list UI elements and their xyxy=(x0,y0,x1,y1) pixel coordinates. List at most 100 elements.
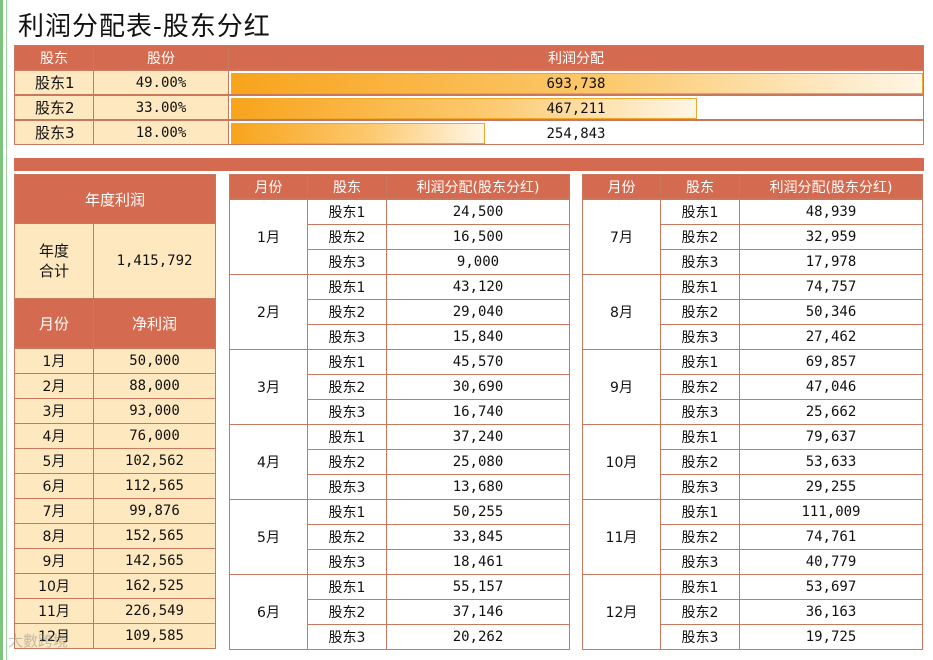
detail-shareholder-cell[interactable]: 股东1 xyxy=(660,199,740,225)
detail-dividend-cell[interactable]: 19,725 xyxy=(739,624,923,650)
month-cell[interactable]: 3月 xyxy=(14,398,94,424)
net-profit-cell[interactable]: 142,565 xyxy=(93,548,216,574)
detail-shareholder-cell[interactable]: 股东2 xyxy=(307,374,387,400)
annual-total-value[interactable]: 1,415,792 xyxy=(93,223,216,299)
profit-bar-cell[interactable]: 254,843 xyxy=(228,120,924,145)
detail-dividend-cell[interactable]: 74,761 xyxy=(739,524,923,550)
detail-header-dividend[interactable]: 利润分配(股东分红) xyxy=(386,174,570,199)
detail-header-month[interactable]: 月份 xyxy=(582,174,661,199)
detail-header-shareholder[interactable]: 股东 xyxy=(307,174,387,199)
detail-dividend-cell[interactable]: 9,000 xyxy=(386,249,570,275)
detail-dividend-cell[interactable]: 45,570 xyxy=(386,349,570,375)
detail-shareholder-cell[interactable]: 股东3 xyxy=(307,249,387,275)
net-profit-cell[interactable]: 76,000 xyxy=(93,423,216,449)
net-profit-cell[interactable]: 109,585 xyxy=(93,623,216,649)
detail-dividend-cell[interactable]: 48,939 xyxy=(739,199,923,225)
detail-shareholder-cell[interactable]: 股东3 xyxy=(660,474,740,500)
detail-shareholder-cell[interactable]: 股东1 xyxy=(307,574,387,600)
detail-dividend-cell[interactable]: 20,262 xyxy=(386,624,570,650)
month-cell[interactable]: 5月 xyxy=(14,448,94,474)
detail-shareholder-cell[interactable]: 股东1 xyxy=(307,274,387,300)
detail-shareholder-cell[interactable]: 股东3 xyxy=(307,624,387,650)
detail-dividend-cell[interactable]: 25,662 xyxy=(739,399,923,425)
detail-dividend-cell[interactable]: 16,500 xyxy=(386,224,570,250)
detail-shareholder-cell[interactable]: 股东2 xyxy=(307,599,387,625)
month-cell[interactable]: 12月 xyxy=(14,623,94,649)
detail-shareholder-cell[interactable]: 股东2 xyxy=(660,224,740,250)
detail-shareholder-cell[interactable]: 股东1 xyxy=(307,349,387,375)
detail-shareholder-cell[interactable]: 股东3 xyxy=(660,249,740,275)
detail-dividend-cell[interactable]: 33,845 xyxy=(386,524,570,550)
detail-dividend-cell[interactable]: 27,462 xyxy=(739,324,923,350)
month-cell[interactable]: 6月 xyxy=(14,473,94,499)
net-profit-cell[interactable]: 50,000 xyxy=(93,348,216,374)
detail-shareholder-cell[interactable]: 股东1 xyxy=(307,499,387,525)
detail-dividend-cell[interactable]: 40,779 xyxy=(739,549,923,575)
share-percent-cell[interactable]: 33.00% xyxy=(93,95,229,120)
month-cell[interactable]: 1月 xyxy=(14,348,94,374)
detail-dividend-cell[interactable]: 50,346 xyxy=(739,299,923,325)
detail-shareholder-cell[interactable]: 股东2 xyxy=(307,299,387,325)
detail-dividend-cell[interactable]: 37,146 xyxy=(386,599,570,625)
month-cell[interactable]: 4月 xyxy=(14,423,94,449)
net-profit-cell[interactable]: 99,876 xyxy=(93,498,216,524)
detail-month-cell[interactable]: 8月 xyxy=(582,274,661,350)
month-cell[interactable]: 9月 xyxy=(14,548,94,574)
detail-dividend-cell[interactable]: 29,255 xyxy=(739,474,923,500)
share-percent-cell[interactable]: 49.00% xyxy=(93,70,229,95)
detail-dividend-cell[interactable]: 36,163 xyxy=(739,599,923,625)
month-cell[interactable]: 7月 xyxy=(14,498,94,524)
detail-dividend-cell[interactable]: 111,009 xyxy=(739,499,923,525)
month-cell[interactable]: 8月 xyxy=(14,523,94,549)
detail-month-cell[interactable]: 11月 xyxy=(582,499,661,575)
annual-profit-header[interactable]: 年度利润 xyxy=(14,174,216,224)
detail-shareholder-cell[interactable]: 股东1 xyxy=(307,424,387,450)
detail-shareholder-cell[interactable]: 股东3 xyxy=(660,624,740,650)
detail-month-cell[interactable]: 10月 xyxy=(582,424,661,500)
detail-dividend-cell[interactable]: 55,157 xyxy=(386,574,570,600)
detail-dividend-cell[interactable]: 15,840 xyxy=(386,324,570,350)
detail-dividend-cell[interactable]: 24,500 xyxy=(386,199,570,225)
detail-shareholder-cell[interactable]: 股东2 xyxy=(307,224,387,250)
month-column-header[interactable]: 月份 xyxy=(14,298,94,348)
detail-shareholder-cell[interactable]: 股东1 xyxy=(660,499,740,525)
detail-shareholder-cell[interactable]: 股东3 xyxy=(660,324,740,350)
detail-dividend-cell[interactable]: 30,690 xyxy=(386,374,570,400)
detail-month-cell[interactable]: 3月 xyxy=(229,349,308,425)
detail-shareholder-cell[interactable]: 股东3 xyxy=(307,324,387,350)
detail-dividend-cell[interactable]: 25,080 xyxy=(386,449,570,475)
detail-shareholder-cell[interactable]: 股东2 xyxy=(660,299,740,325)
detail-shareholder-cell[interactable]: 股东3 xyxy=(307,549,387,575)
detail-shareholder-cell[interactable]: 股东2 xyxy=(660,374,740,400)
detail-month-cell[interactable]: 9月 xyxy=(582,349,661,425)
detail-dividend-cell[interactable]: 16,740 xyxy=(386,399,570,425)
net-profit-cell[interactable]: 102,562 xyxy=(93,448,216,474)
net-profit-cell[interactable]: 162,525 xyxy=(93,573,216,599)
detail-dividend-cell[interactable]: 69,857 xyxy=(739,349,923,375)
detail-header-shareholder[interactable]: 股东 xyxy=(660,174,740,199)
detail-dividend-cell[interactable]: 50,255 xyxy=(386,499,570,525)
profit-bar-cell[interactable]: 693,738 xyxy=(228,70,924,95)
detail-dividend-cell[interactable]: 13,680 xyxy=(386,474,570,500)
detail-month-cell[interactable]: 7月 xyxy=(582,199,661,275)
detail-dividend-cell[interactable]: 43,120 xyxy=(386,274,570,300)
summary-header-share[interactable]: 股份 xyxy=(93,45,229,70)
detail-shareholder-cell[interactable]: 股东3 xyxy=(307,474,387,500)
net-profit-cell[interactable]: 226,549 xyxy=(93,598,216,624)
detail-month-cell[interactable]: 1月 xyxy=(229,199,308,275)
annual-total-label[interactable]: 年度 合计 xyxy=(14,223,94,299)
detail-header-month[interactable]: 月份 xyxy=(229,174,308,199)
detail-dividend-cell[interactable]: 37,240 xyxy=(386,424,570,450)
month-cell[interactable]: 11月 xyxy=(14,598,94,624)
detail-shareholder-cell[interactable]: 股东3 xyxy=(660,399,740,425)
detail-month-cell[interactable]: 2月 xyxy=(229,274,308,350)
detail-shareholder-cell[interactable]: 股东1 xyxy=(307,199,387,225)
detail-dividend-cell[interactable]: 79,637 xyxy=(739,424,923,450)
detail-dividend-cell[interactable]: 74,757 xyxy=(739,274,923,300)
detail-dividend-cell[interactable]: 17,978 xyxy=(739,249,923,275)
summary-header-shareholder[interactable]: 股东 xyxy=(14,45,94,70)
detail-dividend-cell[interactable]: 53,633 xyxy=(739,449,923,475)
detail-month-cell[interactable]: 6月 xyxy=(229,574,308,650)
detail-dividend-cell[interactable]: 29,040 xyxy=(386,299,570,325)
profit-bar-cell[interactable]: 467,211 xyxy=(228,95,924,120)
